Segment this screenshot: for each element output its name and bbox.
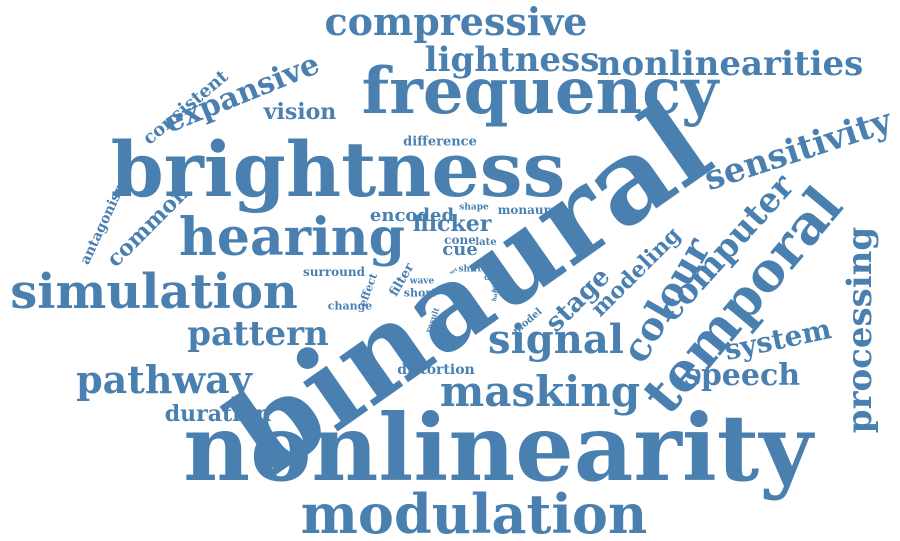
word-shift: shift <box>458 264 482 275</box>
word-processing: processing <box>840 226 880 434</box>
word-masking: masking <box>439 367 641 416</box>
word-speech: speech <box>683 358 801 393</box>
word-monaural: monaural <box>497 203 563 217</box>
word-pathway: pathway <box>76 357 252 402</box>
word-cone: cone <box>444 233 476 247</box>
word-pattern: pattern <box>187 314 329 354</box>
word-data: data <box>484 272 504 282</box>
word-change: change <box>327 299 373 313</box>
word-shape: shape <box>459 202 489 213</box>
word-cue: cue <box>442 239 478 260</box>
word-signal: signal <box>488 316 624 363</box>
word-short: short <box>403 286 437 300</box>
word-surround: surround <box>303 265 365 279</box>
word-modulation: modulation <box>300 482 648 541</box>
word-difference: difference <box>403 134 477 150</box>
word-encoded: encoded <box>369 205 455 226</box>
word-nonlinearities: nonlinearities <box>596 44 864 84</box>
word-lightness: lightness <box>424 40 600 80</box>
word-distortion: distortion <box>397 362 475 378</box>
word-flicker: flicker <box>412 211 492 237</box>
word-brightness: brightness <box>110 125 566 214</box>
word-wave: wave <box>409 276 435 287</box>
word-nonlinearity: nonlinearity <box>183 394 813 502</box>
word-late: late <box>475 237 497 248</box>
word-frequency: frequency <box>361 54 719 129</box>
word-hearing: hearing <box>179 207 405 268</box>
word-simulation: simulation <box>10 264 298 320</box>
word-vision: vision <box>263 99 337 125</box>
word-duration: duration <box>164 401 272 427</box>
word-compressive: compressive <box>324 0 588 44</box>
